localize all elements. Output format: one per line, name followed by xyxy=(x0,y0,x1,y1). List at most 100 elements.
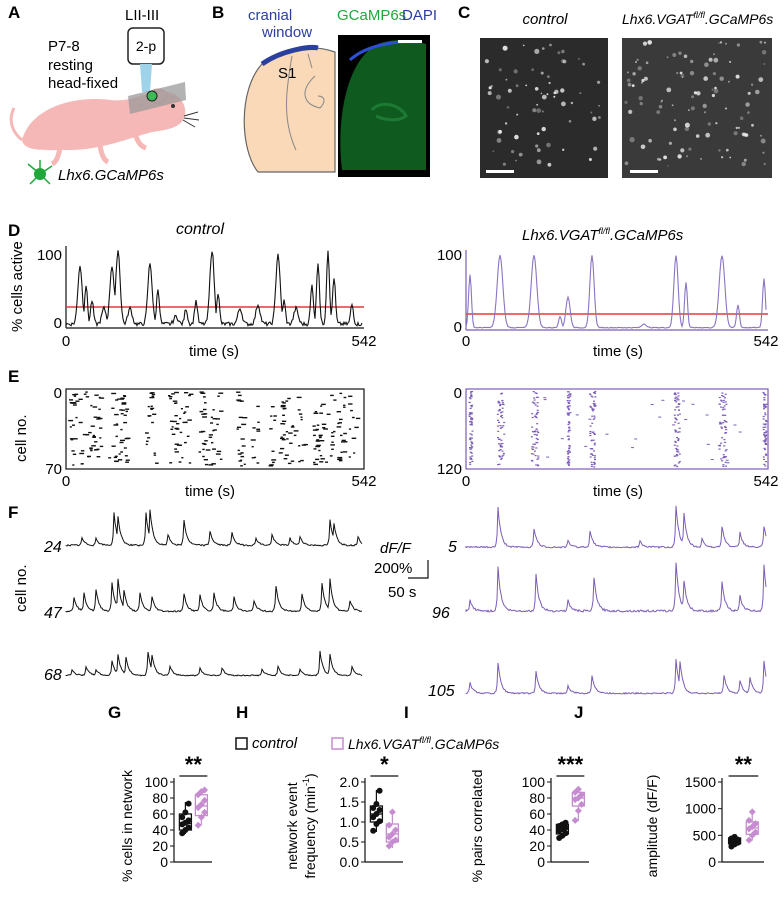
s1-label: S1 xyxy=(278,65,296,82)
d-xtick-max-mutant: 542 xyxy=(753,333,778,350)
laser-beam-icon xyxy=(140,64,152,92)
panel-b: B cranial window S1 GCaMP6s DAPI xyxy=(212,3,437,177)
legend-mutant: Lhx6.VGATfl/fl.GCaMP6s xyxy=(348,735,499,752)
state-resting: resting xyxy=(48,57,93,74)
d-ytick-min-mutant: 0 xyxy=(454,319,462,336)
y-tick-label: 1.5 xyxy=(340,794,360,810)
data-point xyxy=(201,786,209,794)
data-point xyxy=(201,808,209,816)
y-tick-label: 0 xyxy=(160,854,168,870)
y-tick-label: 80 xyxy=(152,790,168,806)
stain-blue-label: DAPI xyxy=(402,7,437,24)
data-point xyxy=(562,819,569,826)
data-point xyxy=(745,836,753,844)
y-tick-label: 60 xyxy=(529,806,545,822)
significance-stars: ** xyxy=(185,752,203,777)
legend-control: control xyxy=(252,735,298,752)
d-xtick-min-control: 0 xyxy=(62,333,70,350)
y-tick-label: 1000 xyxy=(685,801,716,817)
y-tick-label: 500 xyxy=(693,827,717,843)
e-xtick-max-control: 542 xyxy=(351,473,376,490)
d-xtick-min-mutant: 0 xyxy=(462,333,470,350)
data-point xyxy=(578,800,586,808)
panel-letter-f: F xyxy=(8,503,18,522)
f-trace-control-3 xyxy=(65,650,363,677)
panel-letter-h: H xyxy=(236,703,248,722)
e-xtick-min-control: 0 xyxy=(62,473,70,490)
data-point xyxy=(376,787,383,794)
c-mutant-title: Lhx6.VGATfl/fl.GCaMP6s xyxy=(622,10,773,27)
y-axis-label: % pairs correlated xyxy=(469,770,485,883)
box-mutant xyxy=(194,786,209,829)
data-point xyxy=(751,820,759,828)
box-mutant xyxy=(571,785,586,824)
f-cell-mutant-2: 96 xyxy=(432,605,450,622)
y-tick-label: 0.5 xyxy=(340,834,360,850)
scale-bar-c-mutant xyxy=(630,170,658,173)
box-control xyxy=(555,819,570,841)
data-point xyxy=(731,833,738,840)
data-point xyxy=(574,785,582,793)
y-tick-label: 1.0 xyxy=(340,814,360,830)
f-trace-mutant-1 xyxy=(465,505,767,549)
f-trace-control-2 xyxy=(65,578,362,613)
y-tick-label: 40 xyxy=(152,822,168,838)
panel-j: J 0 500 1000 1500 amplitude (dF/F) ** xyxy=(574,703,764,877)
state-headfixed: head-fixed xyxy=(48,75,118,92)
f-ylabel: cell no. xyxy=(13,564,30,612)
box-mutant xyxy=(745,808,759,844)
data-point xyxy=(562,830,569,837)
scale-bar-c-control xyxy=(486,170,514,173)
d-ytick-min-control: 0 xyxy=(54,315,62,332)
data-point xyxy=(385,842,393,850)
panel-letter-j: J xyxy=(574,703,583,722)
y-tick-label: 40 xyxy=(529,822,545,838)
fov-image-mutant xyxy=(622,38,772,178)
gcamp-neuron-icon xyxy=(27,160,53,185)
panel-letter-c: C xyxy=(458,3,470,22)
data-point xyxy=(370,827,377,834)
panel-letter-i: I xyxy=(404,703,409,722)
cranial-label-2: window xyxy=(261,24,312,41)
f-scale-bar xyxy=(408,560,429,579)
y-tick-label: 100 xyxy=(522,774,546,790)
data-point xyxy=(201,796,209,804)
scale-bar-b xyxy=(398,40,422,43)
d-ytick-max-mutant: 100 xyxy=(437,247,462,264)
data-point xyxy=(197,813,205,821)
data-point xyxy=(185,800,192,807)
data-point xyxy=(748,808,756,816)
f-cell-mutant-3: 105 xyxy=(428,683,455,700)
e-ylabel: cell no. xyxy=(13,414,30,462)
f-cell-mutant-1: 5 xyxy=(448,539,457,556)
f-scale-yval: 200% xyxy=(374,560,412,577)
y-tick-label: 20 xyxy=(529,838,545,854)
y-tick-label: 60 xyxy=(152,806,168,822)
d-control-title: control xyxy=(176,221,224,238)
e-ytick-min-control: 0 xyxy=(54,385,62,402)
mouse-icon xyxy=(9,82,200,167)
d-mutant-title: Lhx6.VGATfl/fl.GCaMP6s xyxy=(522,226,684,244)
data-point xyxy=(182,809,189,816)
panel-e: E cell no. 0 70 0 120 0 542 time (s) 0 5… xyxy=(8,367,779,500)
panel-letter-a: A xyxy=(8,3,20,22)
cranial-label-1: cranial xyxy=(248,7,292,24)
data-point xyxy=(388,830,396,838)
d-ylabel: % cells active xyxy=(9,241,26,332)
y-axis-label: amplitude (dF/F) xyxy=(644,775,660,878)
d-trace-mutant xyxy=(465,254,767,329)
legend: control Lhx6.VGATfl/fl.GCaMP6s xyxy=(235,735,499,752)
data-point xyxy=(745,816,753,824)
data-point xyxy=(574,807,582,815)
genotype-label: Lhx6.GCaMP6s xyxy=(58,167,164,184)
data-point xyxy=(194,821,202,829)
y-axis-label: network event frequency (min-1) xyxy=(284,773,318,878)
age-label: P7-8 xyxy=(48,38,80,55)
y-tick-label: 0 xyxy=(708,854,716,870)
y-tick-label: 0 xyxy=(537,854,545,870)
data-point xyxy=(751,828,759,836)
e-xlabel-mutant: time (s) xyxy=(593,483,643,500)
